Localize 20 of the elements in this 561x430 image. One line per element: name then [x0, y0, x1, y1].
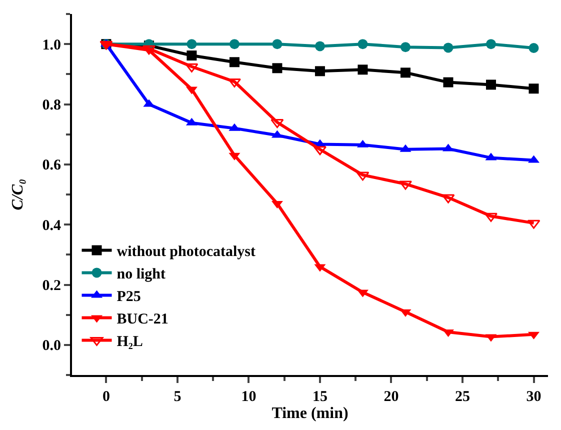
y-tick-label: 0.2: [42, 278, 61, 294]
legend-label: BUC-21: [116, 312, 168, 328]
legend-label: H₂L: [116, 334, 143, 350]
x-tick-label: 5: [174, 389, 182, 405]
y-tick-label: 0.4: [42, 218, 62, 234]
legend-label: without photocatalyst: [116, 244, 256, 260]
y-tick-label: 1.0: [42, 37, 61, 54]
x-tick-label: 15: [312, 389, 328, 405]
legend-label: no light: [116, 266, 166, 283]
x-tick-label: 20: [384, 389, 399, 405]
x-tick-label: 25: [454, 389, 470, 405]
y-axis-title: C/C₀: [10, 178, 27, 210]
x-tick-label: 30: [526, 389, 542, 405]
y-tick-label: 0.6: [42, 158, 62, 174]
y-tick-label: 0.8: [42, 98, 61, 114]
x-tick-label: 10: [241, 389, 256, 405]
legend-label: P25: [116, 289, 141, 306]
x-tick-label: 0: [102, 389, 110, 405]
y-tick-label: 0.0: [42, 338, 61, 354]
x-axis-title: Time (min): [272, 405, 348, 422]
